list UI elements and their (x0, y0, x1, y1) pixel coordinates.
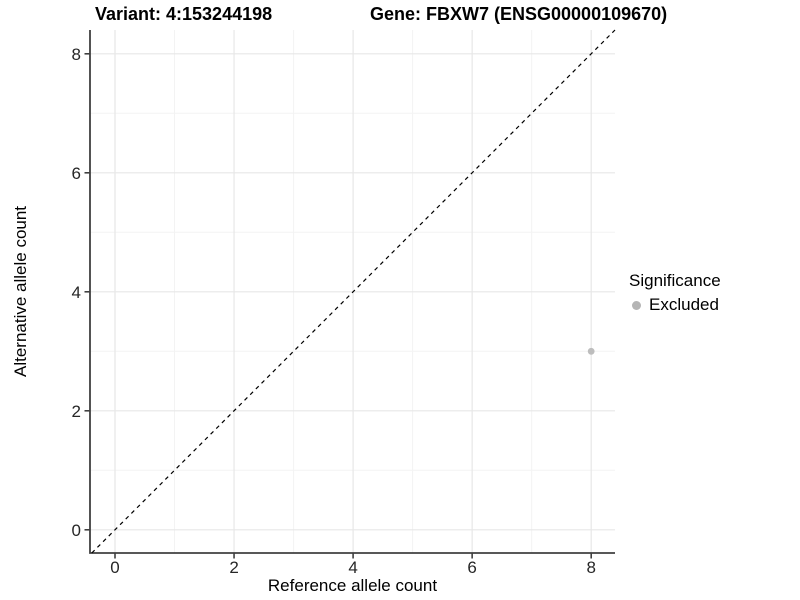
points-layer (587, 347, 595, 355)
x-tick-label: 2 (229, 558, 238, 577)
y-tick-label: 2 (72, 402, 81, 421)
data-point (587, 347, 595, 355)
y-tick-label: 6 (72, 164, 81, 183)
x-tick-label: 6 (467, 558, 476, 577)
plot-title-gene: Gene: FBXW7 (ENSG00000109670) (370, 4, 668, 24)
x-tick-label: 0 (110, 558, 119, 577)
y-tick-label: 8 (72, 45, 81, 64)
x-tick-label: 4 (348, 558, 357, 577)
plot-title-variant: Variant: 4:153244198 (95, 4, 273, 24)
y-axis-label: Alternative allele count (11, 206, 30, 377)
legend-title: Significance (629, 271, 721, 290)
y-tick-label: 0 (72, 521, 81, 540)
legend-entry-excluded: Excluded (629, 295, 721, 315)
axis-lines (89, 30, 615, 554)
legend-point-icon (632, 300, 641, 310)
x-axis-label: Reference allele count (268, 576, 437, 595)
x-tick-label: 8 (586, 558, 595, 577)
plot-title: Variant: 4:153244198 Gene: FBXW7 (ENSG00… (0, 4, 800, 28)
y-tick-label: 4 (72, 283, 81, 302)
grid-layer (90, 30, 615, 553)
legend-entry-label: Excluded (649, 295, 719, 314)
identity-line (91, 29, 616, 554)
axis-layer: 0 2 4 6 8 0 2 4 6 8 (72, 30, 615, 577)
legend: Significance Excluded (629, 271, 721, 315)
